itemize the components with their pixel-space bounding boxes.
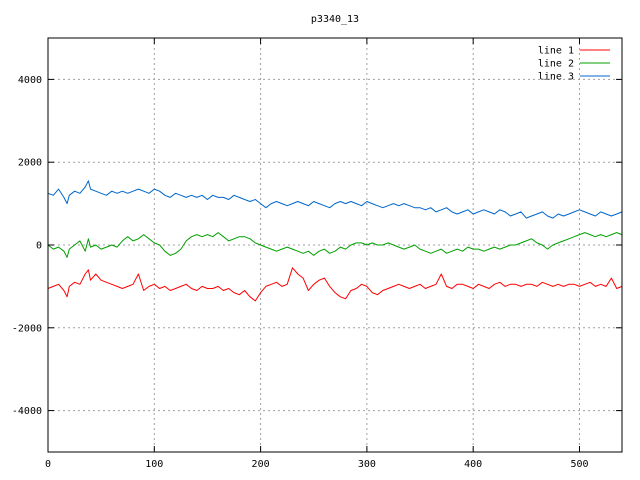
series-line-3 <box>47 180 623 219</box>
series-line-1 <box>47 267 623 302</box>
legend-label-2: line 2 <box>538 59 574 70</box>
grid <box>48 38 622 452</box>
y-tick-label: 0 <box>36 241 42 252</box>
y-tick-label: 2000 <box>18 158 42 169</box>
legend-label-3: line 3 <box>538 72 574 83</box>
chart-title: p3340_13 <box>311 14 359 25</box>
axis-ticks: 0 100 200 300 400 500 -4000 -2000 0 2000 4000 <box>12 38 622 470</box>
x-tick-label: 400 <box>464 459 482 470</box>
legend-label-1: line 1 <box>538 46 574 57</box>
y-tick-label: 4000 <box>18 75 42 86</box>
legend: line 1 line 2 line 3 <box>538 46 610 83</box>
x-tick-label: 300 <box>358 459 376 470</box>
x-tick-label: 200 <box>252 459 270 470</box>
series-line-2 <box>47 232 623 258</box>
y-tick-label: -2000 <box>12 323 42 334</box>
series-layer <box>47 180 623 302</box>
x-tick-label: 100 <box>145 459 163 470</box>
y-tick-label: -4000 <box>12 406 42 417</box>
x-tick-label: 500 <box>570 459 588 470</box>
x-tick-label: 0 <box>45 459 51 470</box>
